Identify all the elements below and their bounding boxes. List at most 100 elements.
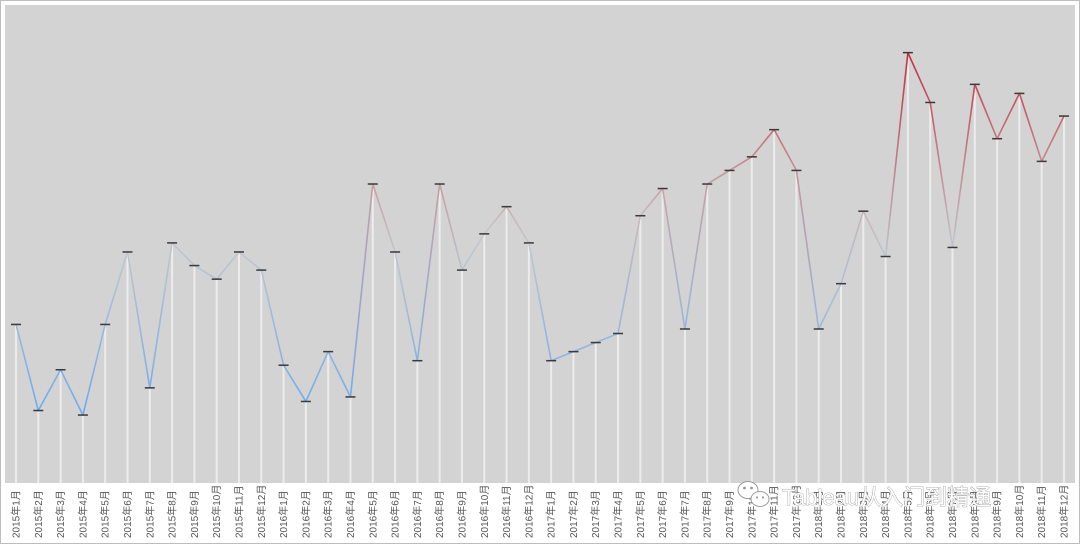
line-segment [193, 264, 218, 280]
x-tick-label: 2015年2月 [32, 490, 45, 538]
x-tick-label: 2016年1月 [277, 490, 290, 538]
line-segment [862, 210, 887, 258]
x-tick-label: 2018年12月 [1058, 485, 1071, 538]
x-tick-label: 2018年11月 [1035, 485, 1048, 538]
line-segment [126, 251, 151, 389]
line-segment [728, 156, 753, 172]
x-tick-label: 2017年4月 [612, 490, 625, 538]
line-segment [661, 187, 686, 330]
x-tick-label: 2017年12月 [790, 485, 803, 538]
watermark-text: Tableau从入门到精通 [782, 485, 991, 510]
x-tick-label: 2018年4月 [879, 490, 892, 538]
x-tick-label: 2016年4月 [344, 490, 357, 538]
x-tick-label: 2018年7月 [946, 490, 959, 538]
line-segment [238, 251, 263, 271]
line-segment [617, 214, 642, 335]
line-segment [416, 183, 441, 362]
x-tick-label: 2018年6月 [924, 490, 937, 538]
x-tick-label: 2015年5月 [99, 490, 112, 538]
line-segment [884, 51, 909, 258]
x-tick-label: 2018年8月 [968, 490, 981, 538]
x-tick-label: 2016年8月 [433, 490, 446, 538]
line-segment [148, 242, 173, 389]
line-segment [37, 368, 62, 412]
x-tick-label: 2015年4月 [76, 490, 89, 538]
line-segment [305, 350, 329, 403]
line-segment [907, 51, 932, 104]
x-tick-label: 2017年3月 [589, 490, 602, 538]
line-segment [684, 183, 709, 330]
line-segment [438, 183, 463, 271]
x-tick-label: 2016年3月 [322, 490, 335, 538]
x-tick-label: 2017年11月 [768, 485, 781, 538]
line-segment [1018, 92, 1043, 163]
line-segment [104, 251, 129, 326]
line-segment [817, 282, 842, 330]
x-tick-label: 2018年9月 [991, 490, 1004, 538]
x-tick-label: 2015年7月 [143, 490, 156, 538]
x-tick-label: 2017年1月 [545, 490, 558, 538]
x-tick-label: 2017年8月 [701, 490, 714, 538]
line-segment [82, 323, 106, 416]
x-tick-label: 2015年1月 [10, 490, 23, 538]
x-tick-label: 2016年5月 [366, 490, 379, 538]
x-tick-label: 2015年9月 [188, 490, 201, 538]
line-segment [528, 242, 552, 362]
x-tick-label: 2017年7月 [678, 490, 691, 538]
x-tick-label: 2018年2月 [835, 490, 848, 538]
x-tick-label: 2016年11月 [500, 485, 513, 538]
line-segment [840, 210, 865, 285]
wechat-icon [737, 481, 770, 507]
line-segment [483, 205, 508, 235]
plot-area [5, 5, 1075, 483]
line-segment [795, 169, 820, 330]
line-segment [639, 187, 664, 217]
x-tick-label: 2018年5月 [901, 490, 914, 538]
line-segment [550, 350, 575, 362]
x-tick-label: 2018年10月 [1013, 485, 1026, 538]
x-tick-label: 2016年2月 [299, 490, 312, 538]
data-point-markers [11, 51, 1069, 416]
x-tick-label: 2016年6月 [389, 490, 402, 538]
line-segment [282, 364, 307, 403]
line-segment [215, 251, 240, 280]
drop-lines [15, 52, 1065, 483]
x-tick-label: 2016年7月 [411, 490, 424, 538]
line-segment [371, 183, 396, 253]
x-axis-tick-labels: 2015年1月 2015年2月 2015年3月 2015年4月 2015年5月 2015年… [10, 485, 1071, 538]
line-segment [751, 128, 775, 158]
x-tick-label: 2015年6月 [121, 490, 134, 538]
line-segment [505, 205, 530, 244]
line-segment [929, 101, 954, 249]
line-segment [327, 350, 352, 398]
line-segment [951, 83, 976, 249]
line-segment [260, 269, 285, 367]
watermark: Tableau从入门到精通 [737, 481, 991, 510]
x-tick-label: 2015年11月 [232, 485, 245, 538]
line-segment [394, 251, 419, 362]
x-tick-label: 2017年9月 [723, 490, 736, 538]
x-tick-label: 2015年12月 [255, 485, 268, 538]
line-segment [974, 83, 998, 140]
x-tick-label: 2015年3月 [54, 490, 67, 538]
line-segment [171, 242, 196, 267]
line-segment [349, 183, 374, 398]
x-tick-label: 2017年5月 [634, 490, 647, 538]
line-segment [706, 169, 731, 185]
x-tick-label: 2017年6月 [656, 490, 669, 538]
x-tick-label: 2018年1月 [812, 490, 825, 538]
line-segment [773, 128, 798, 172]
line-segment [572, 341, 597, 353]
x-tick-label: 2018年3月 [857, 490, 870, 538]
x-tick-label: 2016年9月 [455, 490, 468, 538]
series-line [15, 51, 1065, 416]
x-tick-label: 2015年8月 [166, 490, 179, 538]
x-tick-label: 2016年12月 [522, 485, 535, 538]
x-tick-label: 2017年2月 [567, 490, 580, 538]
x-tick-label: 2015年10月 [210, 485, 223, 538]
x-axis-strip [5, 483, 1075, 539]
line-segment [1040, 115, 1065, 163]
x-tick-label: 2016年10月 [478, 485, 491, 538]
line-segment [461, 233, 486, 271]
